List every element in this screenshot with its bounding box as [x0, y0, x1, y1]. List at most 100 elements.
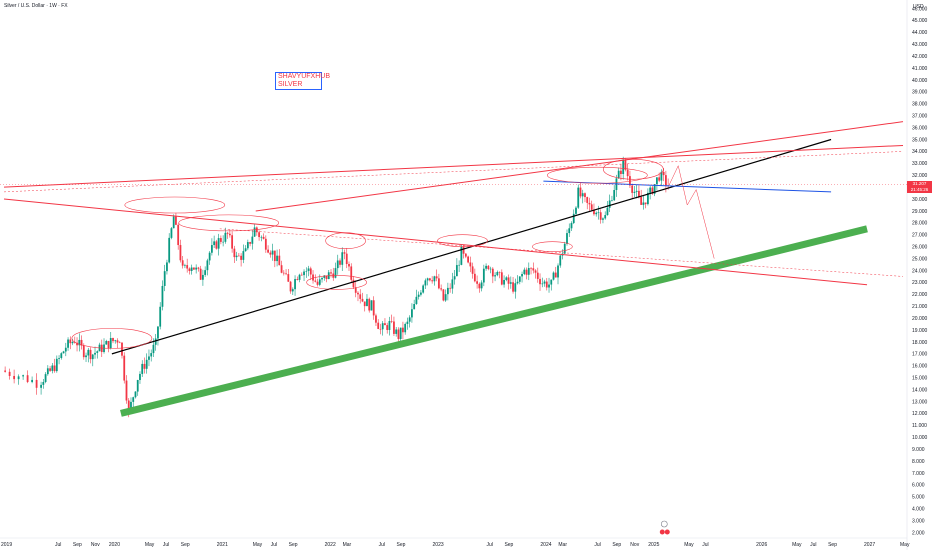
candle-body: [370, 300, 373, 311]
y-tick-label: 41.000: [912, 66, 928, 72]
candle-body: [199, 268, 202, 280]
y-tick-label: 39.000: [912, 90, 928, 96]
candle-body: [123, 355, 126, 381]
marker-ellipse: [602, 158, 664, 180]
candle-body: [316, 281, 319, 285]
candle-body: [433, 276, 436, 282]
candle-body: [516, 281, 519, 284]
x-tick-label: Nov: [91, 542, 100, 548]
candle-body: [260, 236, 263, 238]
candle-body: [87, 349, 90, 356]
candle-body: [644, 202, 647, 205]
y-tick-label: 19.000: [912, 328, 928, 334]
candle-body: [420, 292, 422, 295]
candle-body: [611, 200, 613, 201]
y-tick-label: 9.000: [912, 447, 925, 453]
candle-body: [148, 356, 150, 360]
candle-body: [172, 216, 175, 229]
candle-body: [154, 338, 157, 345]
candle-body: [94, 352, 96, 355]
candle-body: [638, 190, 640, 197]
candle-body: [417, 294, 420, 297]
candle-body: [361, 298, 364, 302]
candle-body: [491, 268, 494, 277]
x-tick-label: May: [253, 542, 263, 548]
candle-body: [150, 353, 153, 357]
candle-body: [543, 281, 546, 284]
candle-body: [442, 289, 445, 301]
candle-body: [184, 265, 186, 266]
candle-body: [588, 202, 591, 205]
y-tick-label: 18.000: [912, 340, 928, 346]
x-tick-label: May: [900, 542, 910, 548]
marker-ellipse: [532, 241, 573, 252]
y-tick-label: 16.000: [912, 364, 928, 370]
candle-body: [107, 340, 110, 349]
candle-body: [204, 270, 207, 275]
candle-body: [233, 248, 236, 258]
candle-body: [339, 260, 341, 265]
candle-body: [579, 187, 582, 197]
candle-body: [554, 272, 557, 278]
candle-body: [548, 284, 550, 288]
candle-body: [406, 321, 409, 324]
candle-body: [460, 246, 463, 265]
x-tick-label: Jul: [486, 542, 492, 548]
candle-body: [471, 266, 474, 274]
candle-body: [80, 339, 83, 346]
candle-body: [485, 265, 487, 269]
candle-body: [136, 380, 139, 392]
candle-body: [294, 279, 296, 290]
candle-body: [388, 321, 391, 330]
candle-body: [177, 224, 180, 246]
annotation-line-2: SILVER: [278, 81, 303, 88]
y-tick-label: 35.000: [912, 137, 928, 143]
y-tick-label: 10.000: [912, 435, 928, 441]
candle-body: [161, 285, 164, 307]
candle-body: [314, 280, 317, 282]
candle-body: [464, 253, 467, 257]
candle-body: [655, 177, 658, 185]
y-tick-label: 15.000: [912, 375, 928, 381]
candle-body: [422, 285, 425, 293]
candle-body: [631, 185, 634, 193]
candle-body: [251, 236, 254, 244]
candle-body: [429, 278, 431, 281]
candle-body: [305, 270, 308, 272]
candle-body: [58, 357, 60, 359]
x-tick-label: Jul: [702, 542, 708, 548]
candle-body: [363, 301, 366, 307]
annotation-box[interactable]: SHAVYUFXHUB SILVER: [275, 72, 330, 90]
candle-body: [642, 202, 645, 205]
candle-body: [527, 268, 530, 275]
candle-body: [617, 170, 620, 179]
candle-body: [287, 274, 290, 282]
candle-body: [246, 242, 249, 249]
candle-body: [116, 340, 119, 343]
channel-line: [3, 198, 868, 286]
candle-body: [606, 207, 609, 216]
x-tick-label: May: [792, 542, 802, 548]
candle-body: [118, 342, 121, 344]
candle-body: [649, 187, 652, 193]
candle-body: [296, 279, 299, 280]
candle-body: [653, 184, 656, 194]
event-icon: [660, 520, 668, 528]
candle-body: [494, 275, 496, 277]
candle-body: [334, 268, 337, 278]
y-tick-label: 27.000: [912, 233, 928, 239]
candle-body: [235, 255, 238, 258]
candle-body: [181, 260, 184, 266]
candle-body: [96, 351, 99, 353]
candle-body: [190, 267, 193, 271]
candle-body: [264, 238, 267, 250]
candle-body: [312, 274, 314, 281]
candle-body: [478, 283, 481, 289]
x-tick-label: Jul: [163, 542, 169, 548]
y-tick-label: 29.000: [912, 209, 928, 215]
candle-body: [141, 363, 144, 374]
candle-body: [393, 321, 395, 334]
candle-body: [372, 300, 375, 316]
candle-body: [525, 269, 528, 275]
